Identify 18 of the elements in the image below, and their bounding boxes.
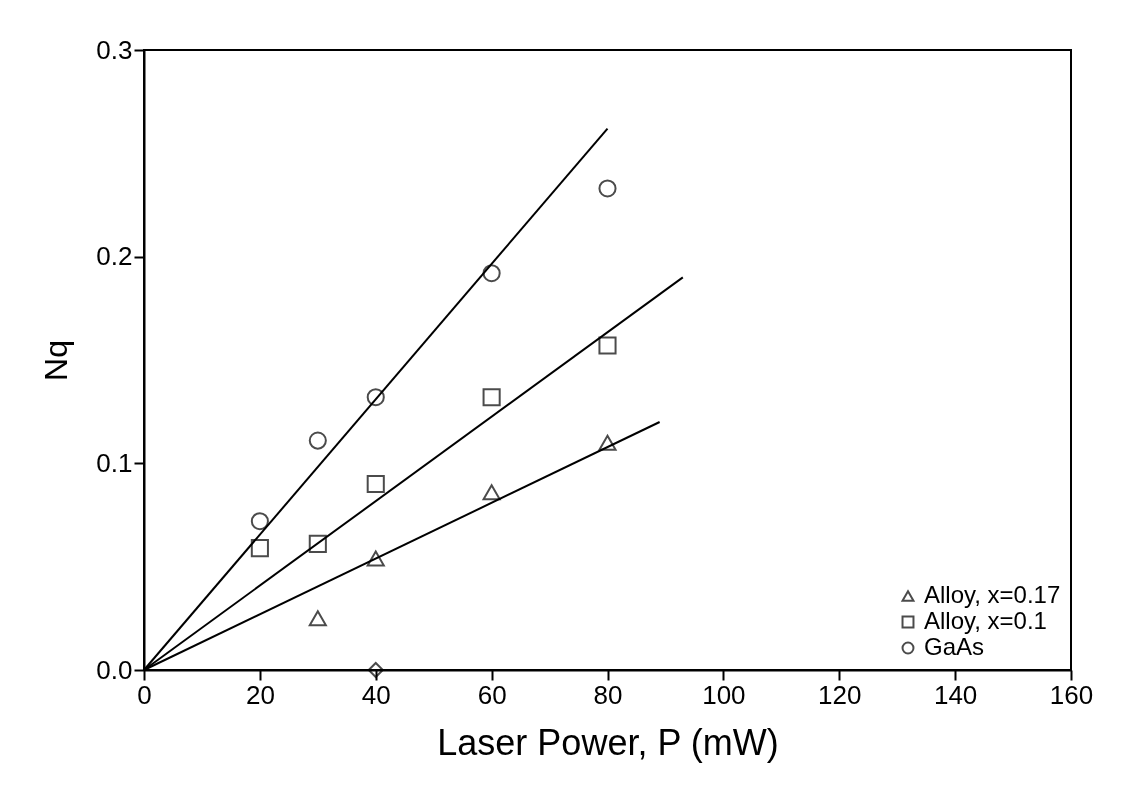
x-tick-label: 0 [137, 679, 152, 710]
y-axis-title: Nq [38, 340, 75, 381]
x-tick-label: 160 [1049, 679, 1094, 710]
x-tick-label: 20 [245, 679, 275, 710]
x-tick-label: 40 [361, 679, 391, 710]
legend-label: Alloy, x=0.17 [924, 581, 1061, 608]
x-tick-label: 140 [933, 679, 978, 710]
x-axis-title: Laser Power, P (mW) [437, 721, 779, 763]
x-tick-label: 100 [702, 679, 746, 710]
y-tick-label: 0.2 [96, 241, 133, 272]
legend-label: GaAs [924, 633, 985, 660]
legend-label: Alloy, x=0.1 [924, 607, 1047, 634]
x-tick-label: 80 [593, 679, 623, 710]
y-tick-label: 0.3 [96, 34, 133, 65]
y-tick-label: 0.0 [96, 654, 133, 685]
x-tick-label: 60 [477, 679, 507, 710]
x-tick-label: 120 [818, 679, 862, 710]
y-tick-label: 0.1 [96, 447, 133, 478]
